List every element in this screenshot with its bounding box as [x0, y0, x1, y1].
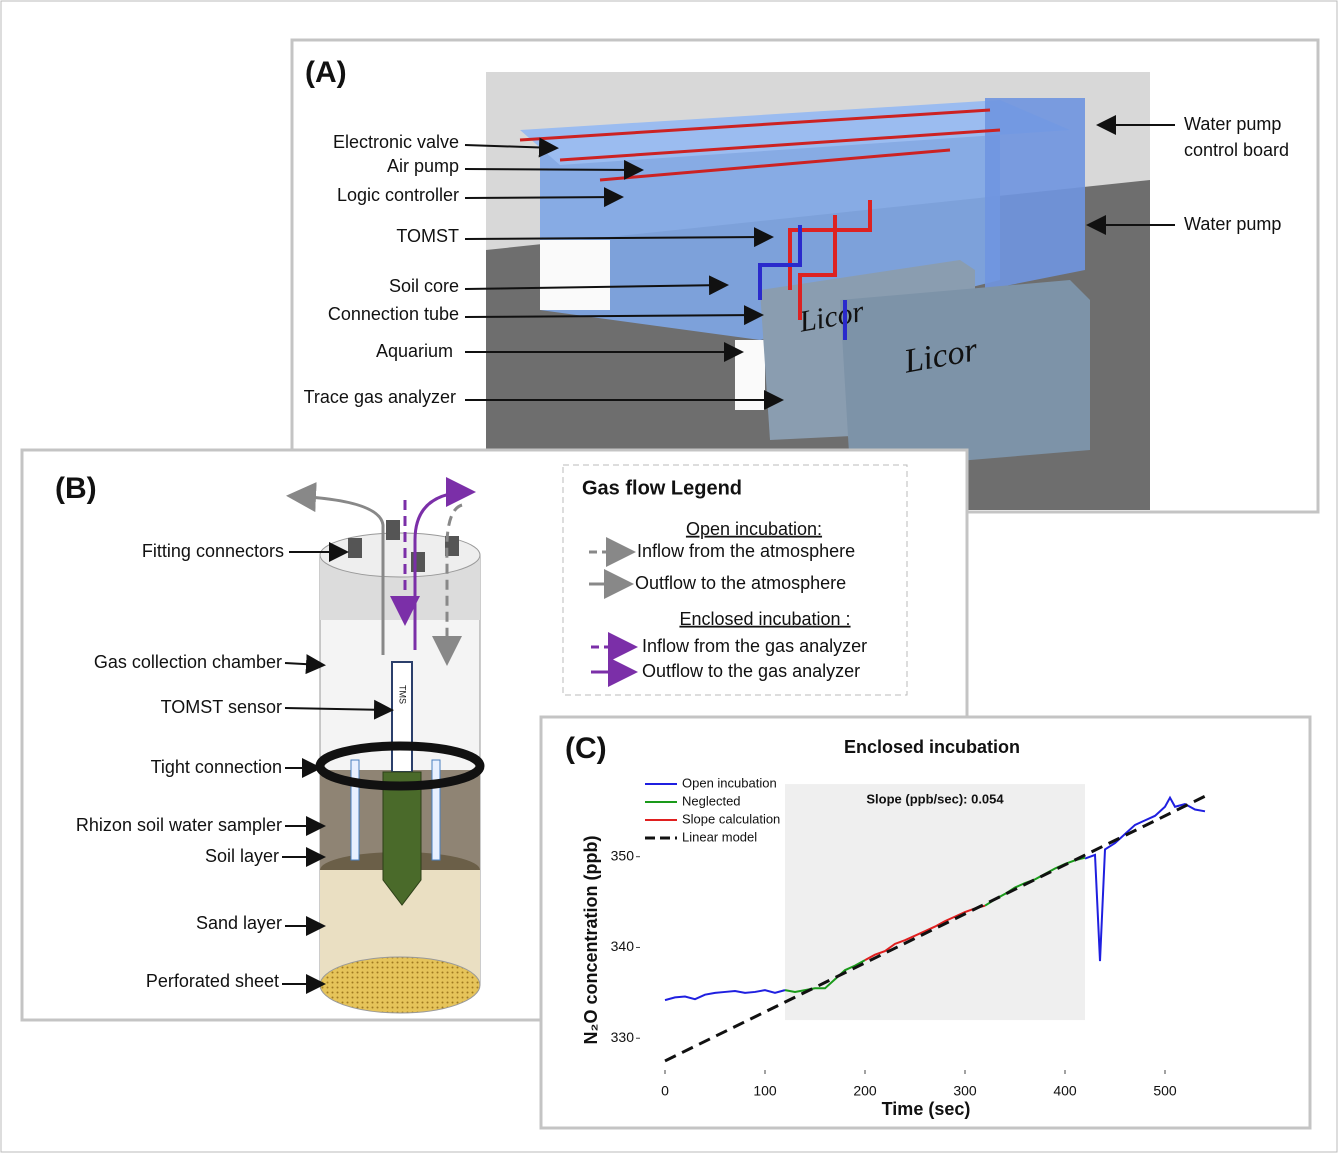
- legend-label: Slope calculation: [682, 811, 780, 826]
- callout: TOMST: [396, 226, 459, 246]
- callout: Sand layer: [196, 913, 282, 933]
- callout: Rhizon soil water sampler: [76, 815, 282, 835]
- legend-item: Outflow to the atmosphere: [635, 573, 846, 593]
- x-tick-label: 400: [1053, 1083, 1077, 1099]
- callout: Tight connection: [151, 757, 282, 777]
- callout: Trace gas analyzer: [304, 387, 456, 407]
- x-tick-label: 200: [853, 1083, 877, 1099]
- callout: Fitting connectors: [142, 541, 284, 561]
- x-tick-label: 500: [1153, 1083, 1177, 1099]
- legend-heading: Enclosed incubation :: [679, 609, 850, 629]
- annotation: Slope (ppb/sec): 0.054: [866, 791, 1004, 806]
- callout: Air pump: [387, 156, 459, 176]
- callout: Water pump: [1184, 214, 1281, 234]
- callout: Water pump: [1184, 114, 1281, 134]
- figure: (A) Licor Licor Electronic valve Air pum…: [0, 0, 1338, 1153]
- callout: TOMST sensor: [161, 697, 282, 717]
- chart-title: Enclosed incubation: [844, 737, 1020, 757]
- legend-heading: Open incubation:: [686, 519, 822, 539]
- y-axis-label: N₂O concentration (ppb): [581, 836, 601, 1045]
- y-tick-label: 330: [611, 1029, 635, 1045]
- y-tick-label: 350: [611, 847, 635, 863]
- callout: Soil layer: [205, 846, 279, 866]
- legend-label: Neglected: [682, 793, 741, 808]
- x-axis-label: Time (sec): [882, 1099, 971, 1119]
- panel-c: (C) Enclosed incubation Time (sec) N₂O c…: [541, 717, 1310, 1128]
- legend-label: Linear model: [682, 829, 757, 844]
- x-tick-label: 300: [953, 1083, 977, 1099]
- legend-item: Inflow from the atmosphere: [637, 541, 855, 561]
- callout: Electronic valve: [333, 132, 459, 152]
- panel-label: (A): [305, 56, 347, 89]
- callout: Connection tube: [328, 304, 459, 324]
- callout: Soil core: [389, 276, 459, 296]
- y-tick-label: 340: [611, 938, 635, 954]
- callout: Gas collection chamber: [94, 652, 282, 672]
- legend-item: Outflow to the gas analyzer: [642, 661, 860, 681]
- callout: Aquarium: [376, 341, 453, 361]
- callout: Logic controller: [337, 185, 459, 205]
- callout: control board: [1184, 140, 1289, 160]
- panel-label: (B): [55, 472, 97, 505]
- x-tick-label: 100: [753, 1083, 777, 1099]
- panel-a: (A) Licor Licor Electronic valve Air pum…: [292, 40, 1318, 512]
- callout: Perforated sheet: [146, 971, 279, 991]
- panel-label: (C): [565, 732, 607, 765]
- legend-label: Open incubation: [682, 775, 777, 790]
- gas-flow-legend: Gas flow Legend Open incubation: Inflow …: [563, 465, 907, 695]
- legend-title: Gas flow Legend: [582, 477, 742, 499]
- legend-item: Inflow from the gas analyzer: [642, 636, 867, 656]
- sensor-text: TMS: [398, 685, 408, 704]
- x-tick-label: 0: [661, 1083, 669, 1099]
